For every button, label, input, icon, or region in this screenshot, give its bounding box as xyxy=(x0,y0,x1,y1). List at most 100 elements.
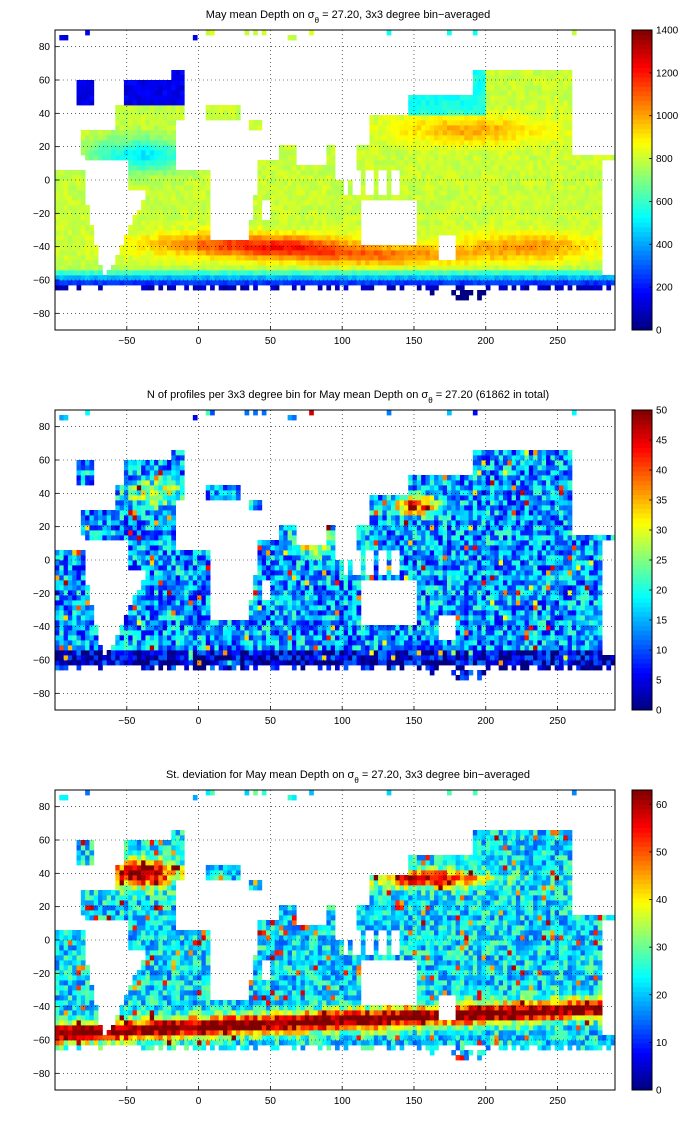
heatmap-cell xyxy=(528,195,534,201)
heatmap-cell xyxy=(201,660,207,666)
heatmap-cell xyxy=(93,660,99,666)
heatmap-cell xyxy=(537,280,543,286)
heatmap-cell xyxy=(244,630,250,636)
heatmap-cell xyxy=(468,165,474,171)
heatmap-cell xyxy=(72,255,77,261)
heatmap-cell xyxy=(111,660,116,666)
heatmap-cell xyxy=(59,260,65,266)
heatmap-cell xyxy=(481,260,487,266)
heatmap-cell xyxy=(205,200,211,206)
heatmap-cell xyxy=(395,140,401,146)
heatmap-cell xyxy=(524,270,530,276)
heatmap-cell xyxy=(485,260,491,266)
heatmap-cell xyxy=(533,210,538,216)
heatmap-cell xyxy=(563,265,569,271)
heatmap-cell xyxy=(554,190,560,196)
heatmap-cell xyxy=(72,260,77,266)
heatmap-cell xyxy=(515,140,521,146)
heatmap-cell xyxy=(503,85,508,91)
heatmap-cell xyxy=(162,460,168,466)
heatmap-cell xyxy=(494,125,500,131)
heatmap-cell xyxy=(386,265,392,271)
heatmap-cell xyxy=(175,200,181,206)
heatmap-cell xyxy=(524,225,530,231)
heatmap-cell xyxy=(205,560,211,566)
heatmap-cell xyxy=(528,250,534,256)
heatmap-cell xyxy=(128,130,133,136)
heatmap-cell xyxy=(67,635,73,641)
heatmap-cell xyxy=(184,660,189,666)
heatmap-cell xyxy=(197,600,202,606)
heatmap-cell xyxy=(179,560,185,566)
heatmap-cell xyxy=(197,245,202,251)
heatmap-cell xyxy=(563,155,569,161)
heatmap-cell xyxy=(421,210,426,216)
heatmap-cell xyxy=(322,210,327,216)
heatmap-cell xyxy=(154,620,159,626)
heatmap-cell xyxy=(459,210,465,216)
heatmap-cell xyxy=(287,35,293,41)
colorbar-tick-label: 1400 xyxy=(656,26,679,37)
heatmap-cell xyxy=(192,640,198,646)
heatmap-cell xyxy=(128,120,133,126)
heatmap-cell xyxy=(154,525,159,531)
heatmap-cell xyxy=(136,470,142,476)
heatmap-cell xyxy=(171,610,177,616)
heatmap-cell xyxy=(395,165,401,171)
heatmap-cell xyxy=(128,100,133,106)
heatmap-cell xyxy=(162,470,168,476)
heatmap-cell xyxy=(550,245,556,251)
heatmap-cell xyxy=(279,250,284,256)
heatmap-cell xyxy=(197,220,202,226)
heatmap-cell xyxy=(270,170,276,176)
heatmap-cell xyxy=(141,275,146,281)
heatmap-cell xyxy=(235,650,241,656)
heatmap-cell xyxy=(520,240,525,246)
heatmap-cell xyxy=(67,570,73,576)
heatmap-cell xyxy=(515,80,521,86)
heatmap-cell xyxy=(546,280,551,286)
heatmap-cell xyxy=(76,250,82,256)
heatmap-cell xyxy=(141,590,146,596)
heatmap-cell xyxy=(412,120,418,126)
heatmap-cell xyxy=(132,610,138,616)
heatmap-cell xyxy=(472,115,478,121)
heatmap-cell xyxy=(451,165,457,171)
heatmap-cell xyxy=(528,165,534,171)
heatmap-cell xyxy=(162,145,168,151)
heatmap-cell xyxy=(132,535,138,541)
heatmap-cell xyxy=(541,80,547,86)
heatmap-cell xyxy=(115,485,121,491)
heatmap-cell xyxy=(347,250,353,256)
heatmap-cell xyxy=(391,120,396,126)
heatmap-cell xyxy=(72,190,77,196)
heatmap-cell xyxy=(528,205,534,211)
heatmap-cell xyxy=(179,450,185,456)
heatmap-cell xyxy=(576,180,581,186)
heatmap-cell xyxy=(184,255,189,261)
heatmap-cell xyxy=(149,230,155,236)
heatmap-cell xyxy=(270,200,276,206)
heatmap-cell xyxy=(111,270,116,276)
heatmap-cell xyxy=(296,200,301,206)
heatmap-cell xyxy=(451,120,457,126)
heatmap-cell xyxy=(67,220,73,226)
heatmap-cell xyxy=(554,175,560,181)
heatmap-cell xyxy=(158,555,164,561)
heatmap-cell xyxy=(412,140,418,146)
heatmap-cell xyxy=(136,465,142,471)
heatmap-cell xyxy=(498,105,504,111)
heatmap-cell xyxy=(98,145,103,151)
heatmap-cell xyxy=(201,275,207,281)
heatmap-cell xyxy=(490,215,495,221)
heatmap-cell xyxy=(175,635,181,641)
heatmap-cell xyxy=(356,145,362,151)
heatmap-cell xyxy=(128,480,133,486)
heatmap-cell xyxy=(567,140,573,146)
heatmap-cell xyxy=(520,75,525,81)
heatmap-cell xyxy=(128,90,133,96)
heatmap-cell xyxy=(322,200,327,206)
heatmap-cell xyxy=(85,630,90,636)
heatmap-cell xyxy=(119,250,125,256)
heatmap-cell xyxy=(167,660,172,666)
